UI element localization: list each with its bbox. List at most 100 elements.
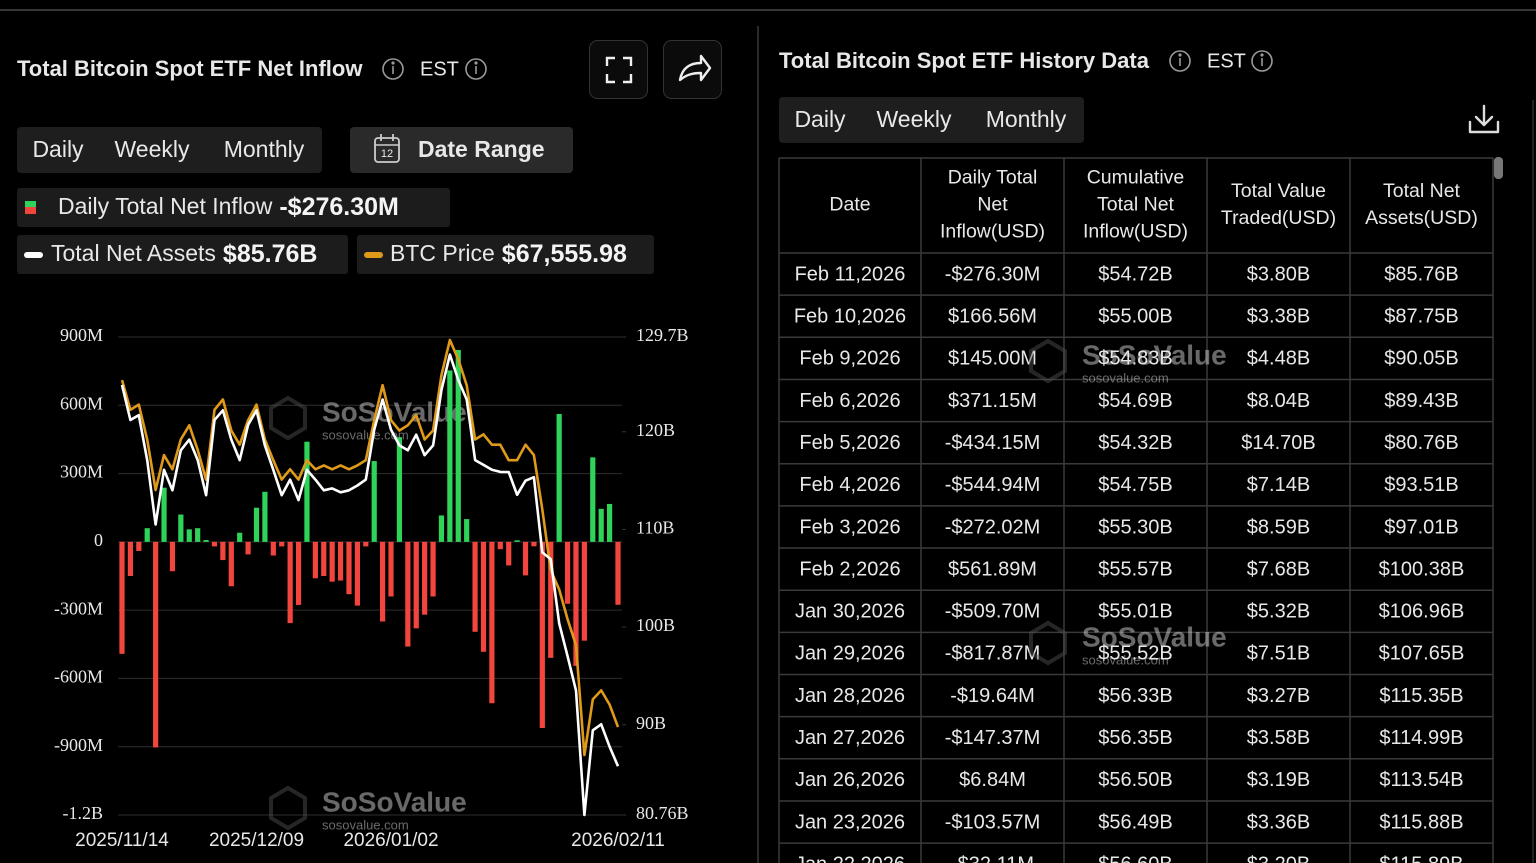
bar xyxy=(455,349,461,542)
timezone: EST xyxy=(1207,50,1246,72)
panel-title: Total Bitcoin Spot ETF History Data xyxy=(779,48,1150,73)
date-range-button[interactable] xyxy=(350,127,573,173)
y-tick-label: -600M xyxy=(54,667,103,687)
table-cell: Feb 10,2026 xyxy=(794,306,906,328)
info-icon[interactable] xyxy=(1251,50,1273,72)
tab[interactable]: Monthly xyxy=(986,106,1067,132)
bar xyxy=(253,507,260,542)
scrollbar-thumb[interactable] xyxy=(1494,157,1503,179)
table-cell: $113.54B xyxy=(1379,769,1463,791)
fullscreen-button[interactable] xyxy=(589,40,648,99)
bar xyxy=(262,491,268,542)
bar xyxy=(211,541,218,547)
table-cell: $3.58B xyxy=(1247,727,1310,749)
info-icon[interactable] xyxy=(1169,50,1191,72)
table-cell: $89.43B xyxy=(1384,390,1459,412)
bar xyxy=(346,541,352,595)
bar xyxy=(153,541,159,748)
column-header: Traded(USD) xyxy=(1221,207,1336,229)
bar xyxy=(531,541,537,547)
tab[interactable]: Monthly xyxy=(224,136,305,162)
table-cell: $7.51B xyxy=(1247,643,1310,665)
info-icon[interactable] xyxy=(465,58,487,80)
column-header: Cumulative xyxy=(1087,167,1185,189)
table-cell: $6.84M xyxy=(959,769,1026,791)
table-cell: Feb 4,2026 xyxy=(799,474,900,496)
bar xyxy=(203,540,209,542)
bar xyxy=(590,457,596,542)
bar xyxy=(438,515,445,542)
table-cell: $8.59B xyxy=(1247,516,1310,538)
bar xyxy=(430,541,436,597)
bar xyxy=(606,503,613,542)
watermark-brand: SoSoValue xyxy=(322,786,467,817)
watermark-brand: SoSoValue xyxy=(322,396,467,427)
bar xyxy=(329,541,335,582)
watermark-brand: SoSoValue xyxy=(1082,339,1227,370)
bar xyxy=(363,541,369,547)
table-cell: $3.80B xyxy=(1247,263,1310,285)
download-button[interactable] xyxy=(1468,104,1500,134)
table-cell: Jan 30,2026 xyxy=(795,601,905,623)
tab[interactable]: Daily xyxy=(794,106,846,132)
table-cell: $4.48B xyxy=(1247,348,1310,370)
y2-tick-label: 100B xyxy=(636,615,675,635)
bar xyxy=(144,528,150,542)
table-cell: Feb 3,2026 xyxy=(799,516,900,538)
tab[interactable]: Weekly xyxy=(115,136,190,162)
line xyxy=(120,353,620,817)
table-cell: $56.35B xyxy=(1098,727,1173,749)
y-tick-label: 0 xyxy=(94,530,103,550)
table-cell: $115.89B xyxy=(1379,853,1463,863)
y-tick-label: -300M xyxy=(54,598,103,618)
y2-tick-label: 129.7B xyxy=(636,325,689,345)
bar xyxy=(573,541,579,666)
date-range-label[interactable]: Date Range xyxy=(418,136,545,162)
bar xyxy=(228,541,234,587)
column-header: Total Net xyxy=(1383,180,1461,202)
bar xyxy=(169,541,176,572)
calendar-day: 12 xyxy=(381,148,393,160)
table-cell: $85.76B xyxy=(1384,263,1459,285)
bar xyxy=(245,541,251,555)
info-icon[interactable] xyxy=(382,58,404,80)
bar xyxy=(413,541,419,629)
column-header: Daily Total xyxy=(948,167,1038,189)
bar xyxy=(161,487,167,542)
table-cell: $54.83B xyxy=(1098,348,1173,370)
share-button[interactable] xyxy=(663,40,722,99)
table-cell: $561.89M xyxy=(948,558,1037,580)
table-cell: $54.72B xyxy=(1098,263,1173,285)
tab-group xyxy=(779,97,1084,143)
watermark-brand: SoSoValue xyxy=(1082,621,1227,652)
table-cell: $3.38B xyxy=(1247,306,1310,328)
table-cell: $54.32B xyxy=(1098,432,1173,454)
table-cell: $90.05B xyxy=(1384,348,1459,370)
table-cell: Feb 11,2026 xyxy=(795,263,906,285)
table-cell: $7.14B xyxy=(1247,474,1310,496)
table-cell: $3.36B xyxy=(1247,811,1310,833)
legend-box xyxy=(17,235,348,274)
table-cell: $55.57B xyxy=(1098,558,1173,580)
bar xyxy=(539,541,545,729)
table-cell: $14.70B xyxy=(1241,432,1316,454)
bar xyxy=(598,508,604,542)
tab[interactable]: Daily xyxy=(32,136,84,162)
column-header: Date xyxy=(829,194,870,216)
table-cell: $100.38B xyxy=(1379,558,1465,580)
bar xyxy=(615,541,621,605)
legend-value: $85.76B xyxy=(223,240,318,268)
table-cell: $3.27B xyxy=(1247,685,1310,707)
table-cell: Jan 29,2026 xyxy=(795,643,905,665)
watermark-site: sosovalue.com xyxy=(1082,370,1169,385)
bar xyxy=(405,541,411,647)
bar xyxy=(279,541,285,547)
bar xyxy=(556,413,562,542)
bar xyxy=(422,541,428,615)
table-cell: -$817.87M xyxy=(945,643,1041,665)
bar xyxy=(514,540,520,542)
legend-marker xyxy=(25,207,36,214)
tab[interactable]: Weekly xyxy=(877,106,952,132)
